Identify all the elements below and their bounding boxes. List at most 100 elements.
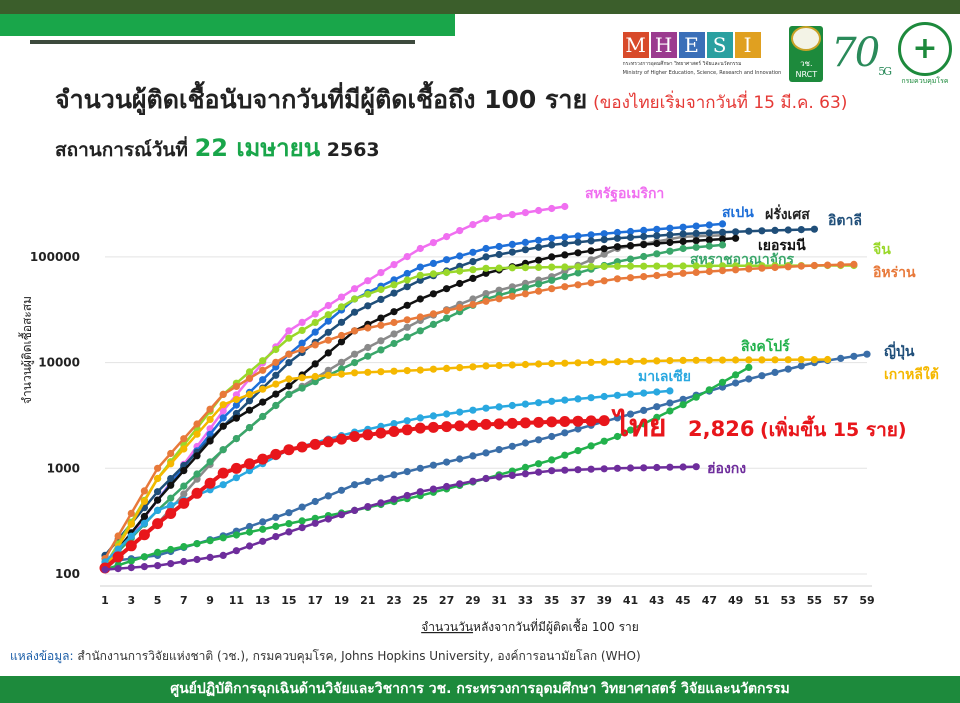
data-point	[416, 414, 424, 422]
data-point	[377, 269, 385, 277]
data-point	[587, 263, 595, 271]
data-point	[349, 431, 361, 442]
x-tick-label: 33	[518, 594, 533, 607]
data-point	[495, 242, 503, 251]
data-point	[390, 367, 398, 375]
data-point	[758, 372, 766, 380]
anniversary-logo: 705G	[831, 30, 892, 78]
data-point	[482, 244, 490, 253]
data-point	[758, 227, 766, 235]
data-point	[375, 427, 387, 439]
data-point	[469, 300, 477, 309]
data-point	[377, 337, 385, 345]
data-point	[309, 438, 321, 450]
data-point	[351, 369, 359, 377]
data-point	[167, 449, 175, 458]
data-point	[535, 468, 543, 476]
data-point	[771, 356, 779, 364]
data-point	[140, 563, 148, 571]
data-point	[272, 401, 280, 410]
data-point	[493, 418, 505, 430]
data-point	[574, 447, 582, 455]
data-point	[180, 435, 188, 443]
data-point	[298, 318, 306, 326]
data-point	[850, 352, 858, 360]
data-point	[613, 262, 622, 270]
nrct-label: วช.	[800, 59, 813, 68]
data-point	[311, 372, 319, 381]
data-point	[613, 358, 622, 366]
data-point	[324, 336, 332, 344]
data-point	[508, 264, 516, 272]
data-point	[416, 276, 424, 284]
data-point	[165, 508, 177, 519]
data-point	[653, 232, 661, 240]
source-note: แหล่งข้อมูล: สำนักงานการวิจัยแห่งชาติ (ว…	[10, 647, 641, 666]
data-point	[285, 334, 293, 342]
data-point	[403, 367, 411, 375]
data-point	[311, 497, 319, 506]
data-point	[653, 357, 661, 365]
data-point	[193, 540, 201, 548]
data-point	[482, 264, 490, 272]
data-point	[810, 356, 819, 364]
data-point	[272, 390, 280, 398]
data-point	[613, 414, 622, 422]
data-point	[600, 250, 608, 258]
data-point	[443, 285, 451, 293]
data-point	[508, 211, 516, 219]
data-point	[548, 253, 556, 261]
data-point	[600, 465, 608, 473]
data-point	[232, 414, 240, 422]
data-point	[180, 467, 188, 475]
data-point	[679, 223, 687, 231]
data-point	[337, 293, 346, 301]
data-point	[469, 221, 477, 229]
series-label: สเปน	[722, 205, 754, 221]
ddc-emblem-icon: +	[898, 21, 952, 76]
data-point	[653, 413, 661, 421]
data-point	[666, 387, 674, 395]
series-line	[104, 243, 723, 567]
data-point	[364, 503, 372, 511]
data-point	[535, 436, 543, 444]
data-point	[429, 270, 437, 278]
data-point	[180, 557, 188, 566]
data-point	[692, 229, 700, 237]
footer-bar: ศูนย์ปฏิบัติการฉุกเฉินด้านวิจัยและวิชากา…	[0, 676, 960, 703]
x-tick-label: 43	[649, 594, 664, 607]
top-bar	[0, 0, 960, 14]
data-point	[679, 262, 687, 270]
data-point	[508, 401, 516, 410]
data-point	[692, 243, 700, 251]
data-point	[403, 269, 411, 278]
data-point	[272, 522, 280, 531]
data-point	[206, 437, 214, 445]
data-point	[587, 231, 595, 239]
x-tick-label: 13	[255, 594, 270, 607]
data-point	[416, 295, 424, 303]
source-label: แหล่งข้อมูล:	[10, 649, 74, 663]
data-point	[443, 410, 451, 418]
data-point	[324, 371, 332, 379]
data-point	[324, 492, 332, 500]
data-point	[127, 509, 135, 517]
data-point	[167, 494, 175, 502]
data-point	[362, 429, 374, 441]
data-point	[508, 442, 516, 450]
data-point	[508, 240, 516, 248]
data-point	[692, 356, 700, 364]
data-point	[666, 270, 674, 278]
data-point	[561, 202, 569, 211]
data-point	[640, 262, 648, 270]
data-point	[285, 382, 293, 390]
data-point	[587, 442, 595, 450]
data-point	[480, 418, 492, 430]
mhesi-letter: E	[678, 32, 705, 58]
data-point	[429, 365, 437, 373]
x-tick-label: 5	[154, 594, 162, 607]
data-point	[311, 360, 319, 368]
data-point	[259, 525, 267, 533]
data-point	[508, 361, 516, 369]
x-tick-label: 37	[570, 594, 585, 607]
